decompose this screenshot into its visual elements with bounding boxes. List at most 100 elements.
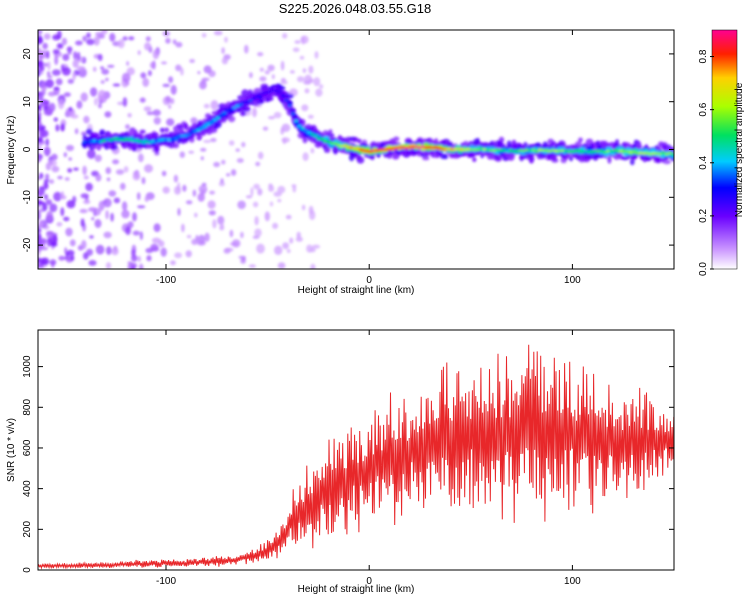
spectrogram-noise-blob (294, 40, 301, 44)
spectrogram-ridge-core (667, 151, 673, 155)
spectrogram-noise-blob (48, 159, 57, 167)
spectrogram-ridge-halo (196, 134, 203, 141)
spectrogram-noise-blob (289, 237, 294, 244)
spectrogram-noise-blob (86, 149, 96, 159)
spectrogram-x-ticks: -100 0 100 (156, 30, 581, 286)
spectrogram-noise-blob (165, 37, 171, 44)
spectrogram-ridge-core (144, 140, 149, 143)
spectrogram-noise-blob (80, 218, 85, 227)
spectrogram-noise-blob (55, 124, 60, 132)
spectrogram-noise-blob (146, 111, 154, 116)
spectrogram-noise-blob (95, 32, 104, 37)
spectrogram-ridge-halo (352, 136, 359, 143)
spectrogram-ridge-core (95, 140, 100, 143)
spectrogram-noise-blob (223, 248, 231, 254)
spectrogram-noise-blob (38, 250, 41, 257)
spectrogram-ridge-core (303, 129, 308, 132)
spectrogram-noise-blob (191, 238, 198, 245)
spectrogram-noise-blob (68, 157, 72, 161)
spectrogram-ridge-core (430, 146, 435, 149)
spectrogram-noise-blob (86, 248, 93, 256)
spectrogram-noise-blob (304, 88, 310, 94)
spectrogram-noise-blob (64, 177, 70, 181)
spectrogram-ridge-band (288, 108, 296, 113)
spectrogram-noise-blob (112, 159, 120, 165)
spectrogram-noise-blob (199, 80, 207, 90)
spectrogram-noise-blob (277, 185, 286, 194)
spectrogram-ridge-core (137, 140, 143, 143)
spectrogram-noise-blob (237, 200, 246, 210)
spectrogram-ridge-core (423, 146, 429, 149)
spectrogram-noise-blob (63, 216, 70, 222)
spectrogram-ridge-core (622, 150, 627, 153)
spectrogram-ridge-core (482, 148, 487, 151)
spectrogram-ridge-core (671, 153, 674, 156)
spectrogram-ridge-core (381, 148, 386, 151)
spectrogram-noise-blob (257, 52, 264, 57)
spectrogram-noise-blob (49, 259, 57, 266)
spectrogram-ridge-core (583, 149, 588, 153)
snr-series-line (38, 344, 674, 570)
spectrogram-noise-blob (46, 50, 50, 59)
spectrogram-noise-blob (299, 55, 305, 60)
spectrogram-noise-blob (196, 240, 206, 246)
spectrogram-y-tick-label: 20 (22, 48, 33, 60)
spectrogram-noise-blob (72, 72, 76, 81)
spectrogram-ridge-core (170, 137, 175, 141)
spectrogram-noise-blob (220, 221, 224, 230)
spectrogram-noise-blob (67, 78, 75, 84)
spectrogram-noise-blob (166, 118, 175, 126)
spectrogram-noise-blob (224, 36, 228, 43)
spectrogram-noise-blob (45, 199, 53, 206)
spectrogram-ridge-core (154, 140, 159, 144)
spectrogram-noise-blob (94, 154, 102, 162)
spectrogram-ridge-core (323, 139, 328, 143)
spectrogram-x-tick-label: 100 (564, 275, 581, 286)
spectrogram-noise-blob (277, 199, 282, 203)
spectrogram-ridge-core (277, 90, 282, 94)
spectrogram-noise-blob (310, 263, 316, 269)
spectrogram-noise-blob (125, 226, 131, 236)
spectrogram-noise-blob (282, 242, 289, 250)
spectrogram-ridge-core (329, 141, 334, 145)
spectrogram-ridge-core (593, 149, 598, 153)
spectrogram-noise-blob (242, 256, 246, 261)
spectrogram-noise-blob (90, 87, 98, 97)
spectrogram-noise-blob (295, 236, 303, 242)
spectrogram-noise-blob (43, 110, 53, 116)
spectrogram-ridge-core (365, 150, 370, 153)
spectrogram-ridge-core (664, 152, 669, 156)
spectrogram-ridge-core (121, 138, 126, 141)
spectrogram-noise-blob (89, 235, 94, 239)
spectrogram-noise-blob (97, 53, 103, 62)
spectrogram-ridge-core (297, 124, 302, 128)
spectrogram-noise-blob (83, 175, 89, 180)
spectrogram-noise-blob (262, 126, 269, 131)
snr-panel: -100 0 100 0 200 400 600 800 1000 Height of str… (6, 329, 675, 595)
spectrogram-noise-blob (236, 158, 244, 163)
spectrogram-ridge-halo (178, 127, 184, 135)
spectrogram-noise-blob (81, 240, 87, 250)
spectrogram-noise-blob (280, 60, 285, 71)
spectrogram-ridge-core (215, 116, 221, 120)
spectrogram-ridge-core (576, 149, 582, 152)
spectrogram-noise-blob (63, 152, 67, 158)
spectrogram-noise-blob (213, 30, 223, 36)
spectrogram-noise-blob (273, 111, 282, 119)
spectrogram-ridge-core (606, 149, 611, 153)
spectrogram-ridge-core (219, 113, 224, 116)
spectrogram-ridge-core (183, 134, 188, 137)
spectrogram-noise-blob (73, 167, 79, 171)
spectrogram-noise-blob (38, 227, 42, 233)
spectrogram-noise-blob (38, 264, 41, 269)
spectrogram-noise-blob (38, 128, 46, 139)
spectrogram-noise-blob (43, 194, 49, 200)
spectrogram-ridge-core (199, 126, 204, 130)
spectrogram-noise-blob (38, 142, 41, 147)
spectrogram-noise-blob (76, 100, 83, 109)
spectrogram-ridge-halo (110, 145, 116, 151)
spectrogram-ridge-core (443, 148, 448, 151)
spectrogram-noise-blob (76, 51, 81, 61)
spectrogram-noise-blob (105, 77, 109, 82)
